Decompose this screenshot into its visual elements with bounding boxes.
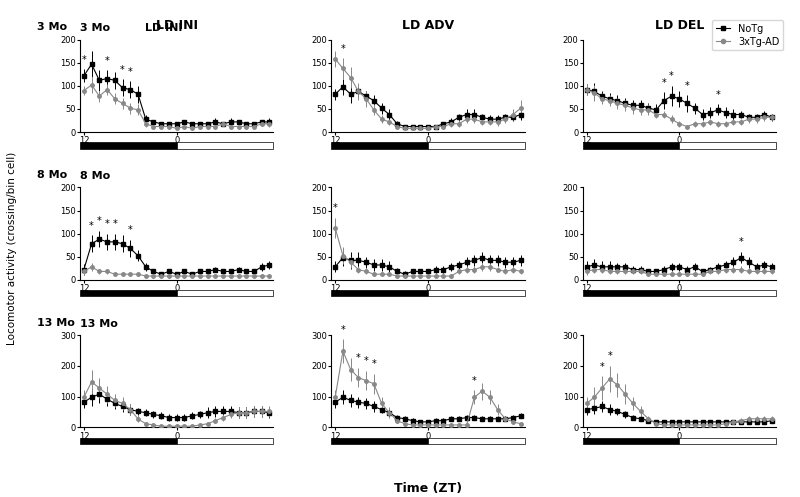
- Bar: [679, 142, 776, 149]
- Text: *: *: [105, 219, 110, 229]
- Text: *: *: [333, 203, 338, 213]
- Text: *: *: [128, 226, 133, 236]
- Text: LD INI: LD INI: [156, 19, 198, 32]
- Bar: [582, 437, 679, 444]
- Text: 3 Mo: 3 Mo: [38, 22, 67, 32]
- Bar: [679, 290, 776, 296]
- Text: 3 Mo         LD INI: 3 Mo LD INI: [80, 23, 182, 33]
- Text: Locomotor activity (crossing/bin cell): Locomotor activity (crossing/bin cell): [7, 152, 17, 345]
- Text: 13 Mo: 13 Mo: [38, 318, 75, 328]
- Bar: [428, 437, 525, 444]
- Text: *: *: [364, 356, 369, 366]
- Text: *: *: [97, 216, 102, 226]
- Text: *: *: [607, 351, 612, 361]
- Text: *: *: [600, 362, 604, 372]
- Text: *: *: [472, 376, 477, 386]
- Bar: [582, 142, 679, 149]
- Text: *: *: [739, 238, 743, 248]
- Bar: [177, 142, 274, 149]
- Text: *: *: [128, 67, 133, 77]
- Text: *: *: [105, 56, 110, 66]
- Text: *: *: [670, 71, 674, 82]
- Text: *: *: [356, 353, 361, 363]
- Text: *: *: [662, 78, 666, 88]
- Text: *: *: [82, 55, 86, 65]
- Text: *: *: [113, 219, 117, 229]
- Bar: [679, 437, 776, 444]
- Text: LD ADV: LD ADV: [402, 19, 454, 32]
- Bar: [80, 437, 177, 444]
- Text: 8 Mo: 8 Mo: [80, 171, 110, 181]
- Bar: [331, 437, 428, 444]
- Text: *: *: [120, 65, 125, 75]
- Bar: [428, 142, 525, 149]
- Text: 8 Mo: 8 Mo: [38, 170, 68, 180]
- Text: LD DEL: LD DEL: [654, 19, 704, 32]
- Text: *: *: [341, 325, 346, 335]
- Text: Time (ZT): Time (ZT): [394, 482, 462, 495]
- Bar: [331, 290, 428, 296]
- Text: *: *: [341, 44, 346, 54]
- Text: *: *: [685, 81, 690, 90]
- Bar: [177, 290, 274, 296]
- Bar: [582, 290, 679, 296]
- Legend: NoTg, 3xTg-AD: NoTg, 3xTg-AD: [712, 20, 783, 51]
- Bar: [177, 437, 274, 444]
- Text: 13 Mo: 13 Mo: [80, 319, 118, 329]
- Text: *: *: [371, 359, 376, 369]
- Text: *: *: [716, 90, 720, 100]
- Bar: [331, 142, 428, 149]
- Text: *: *: [90, 221, 94, 231]
- Bar: [80, 142, 177, 149]
- Bar: [80, 290, 177, 296]
- Bar: [428, 290, 525, 296]
